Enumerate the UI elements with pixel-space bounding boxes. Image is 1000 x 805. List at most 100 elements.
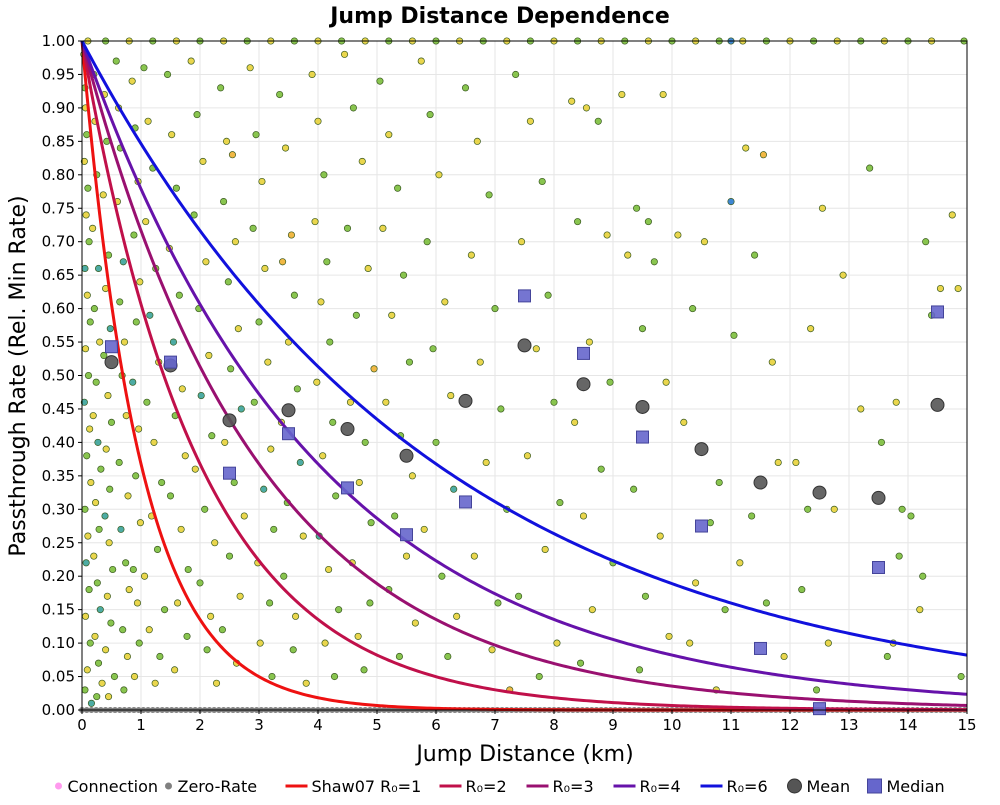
connection-point [898, 505, 906, 513]
connection-point [84, 371, 93, 380]
y-tick-label: 0.50 [42, 367, 75, 385]
connection-point [659, 90, 667, 99]
mean-marker [930, 397, 945, 412]
median-markers [105, 289, 944, 716]
connection-point [438, 572, 446, 580]
connection-point [857, 405, 865, 413]
connection-point [191, 465, 199, 473]
connection-point [205, 351, 213, 359]
connection-point [81, 345, 90, 353]
legend-label: Zero-Rate [178, 777, 258, 796]
connection-point [895, 552, 903, 560]
connection-point [314, 117, 322, 125]
connection-point [544, 291, 552, 299]
connection-point [957, 672, 965, 681]
mean-marker [871, 490, 886, 505]
connection-point [146, 311, 154, 319]
connection-point [116, 298, 124, 306]
connection-point [260, 485, 268, 493]
legend-item: Connection [55, 777, 158, 796]
connection-point [792, 458, 800, 467]
median-marker [105, 340, 118, 354]
connection-point [470, 552, 478, 560]
connection-point [485, 191, 493, 199]
connection-point [92, 378, 100, 386]
connection-point [218, 626, 226, 634]
connection-point [190, 211, 198, 219]
median-marker [341, 481, 354, 495]
median-marker [695, 519, 708, 533]
x-tick-label: 10 [662, 716, 681, 734]
connection-point [290, 291, 298, 299]
connection-point [624, 251, 632, 259]
connection-point [751, 251, 759, 259]
y-tick-label: 0.10 [42, 634, 75, 652]
connection-point [228, 151, 237, 159]
connection-point [399, 271, 408, 279]
connection-point [780, 652, 788, 661]
connection-point [367, 519, 375, 527]
curve-line [80, 40, 968, 696]
connection-point [95, 525, 103, 533]
connection-point [128, 77, 136, 85]
connection-point [429, 345, 437, 353]
connection-point [532, 345, 540, 353]
connection-point [87, 478, 95, 487]
connection-point [650, 258, 658, 266]
connection-point [515, 592, 523, 600]
connection-point [467, 251, 475, 259]
connection-point [102, 445, 110, 453]
connection-point [319, 452, 327, 460]
connection-point [361, 438, 369, 446]
connection-point [748, 512, 756, 520]
connection-point [603, 231, 611, 239]
connection-point [450, 485, 458, 493]
connection-point [497, 405, 505, 413]
connection-point [370, 365, 378, 373]
connection-point [736, 559, 744, 567]
connection-point [145, 626, 153, 634]
connection-point [343, 224, 352, 232]
connection-point [346, 398, 355, 406]
connection-point [349, 104, 357, 112]
connection-point [81, 264, 89, 273]
connection-point [255, 318, 263, 326]
connection-point [281, 144, 290, 152]
connection-point [774, 458, 782, 467]
connection-point [730, 331, 738, 339]
connection-point [80, 157, 88, 165]
connection-point [364, 264, 372, 273]
connection-point [100, 351, 108, 359]
connection-point [302, 679, 310, 687]
y-tick-label: 0.35 [42, 467, 75, 485]
connection-point [164, 70, 172, 79]
x-tick-label: 4 [313, 716, 323, 734]
connection-point [321, 639, 329, 647]
connection-point [129, 565, 137, 574]
connection-point [98, 679, 106, 687]
connection-point [119, 258, 127, 266]
connection-point [197, 392, 205, 400]
connection-point [220, 198, 228, 206]
connection-point [225, 552, 234, 560]
connection-point [120, 338, 129, 346]
x-axis-ticks: 0 1 2 3 4 5 6 7 8 9 10 11 12 13 14 15 [77, 710, 977, 734]
connection-point [329, 418, 337, 426]
connection-point [267, 445, 275, 453]
connection-point [120, 686, 128, 694]
connection-point [541, 545, 549, 553]
x-tick-label: 7 [490, 716, 500, 734]
connection-point [839, 271, 847, 279]
connection-point [382, 398, 390, 406]
connection-point [94, 659, 103, 667]
legend-label: Shaw07 R₀=1 [312, 777, 422, 796]
connection-point [641, 592, 650, 600]
connection-point [187, 57, 195, 65]
connection-point [762, 599, 770, 607]
y-tick-label: 0.75 [42, 199, 75, 217]
legend-label: R₀=6 [727, 777, 768, 796]
connection-point [93, 693, 101, 701]
connection-point [662, 378, 670, 386]
connection-point [405, 358, 414, 366]
connection-point [117, 525, 125, 533]
